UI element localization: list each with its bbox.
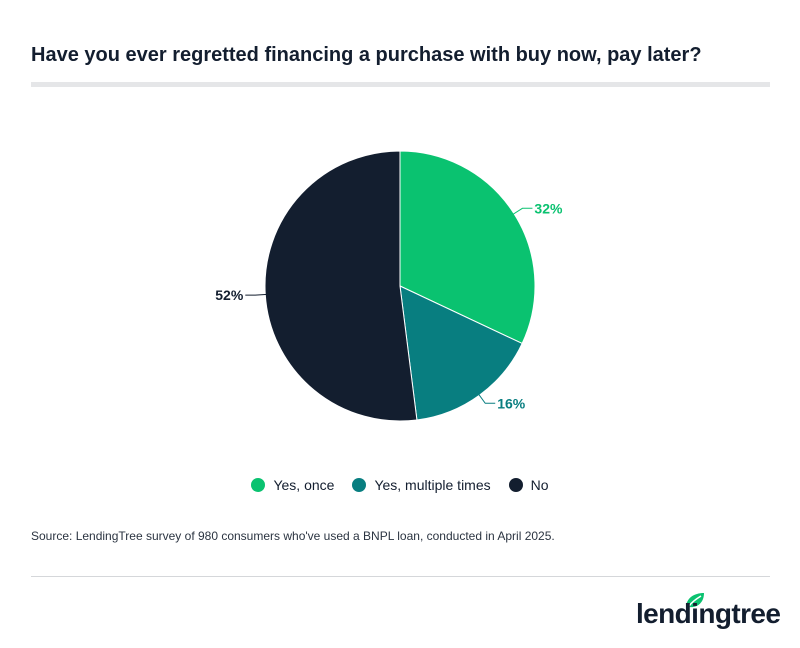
legend-label-yes-once: Yes, once	[273, 477, 335, 493]
pie-chart: 32% 16% 52%	[215, 150, 563, 422]
chart-title: Have you ever regretted financing a purc…	[31, 44, 702, 66]
pie-label-no: 52%	[215, 287, 244, 303]
lendingtree-logo: lendingtree	[620, 592, 781, 634]
source-note: Source: LendingTree survey of 980 consum…	[31, 529, 555, 543]
legend-item-yes-once: Yes, once	[251, 477, 334, 493]
pie-label-yes-once: 32%	[534, 200, 563, 216]
legend-swatch-yes-multiple	[352, 478, 367, 492]
legend-swatch-no	[508, 478, 523, 492]
logo-text: lendingtree	[636, 598, 781, 629]
legend-item-yes-multiple: Yes, multiple times	[352, 477, 491, 493]
legend-swatch-yes-once	[251, 478, 266, 492]
legend-label-no: No	[530, 477, 549, 493]
leader-line-yes-multiple	[477, 393, 496, 404]
leaf-icon	[686, 593, 704, 609]
leader-line-yes-once	[512, 207, 533, 216]
leader-line-no	[245, 293, 268, 296]
pie-slice-no	[264, 150, 418, 422]
footer-divider	[31, 576, 770, 577]
legend-label-yes-multiple: Yes, multiple times	[374, 477, 491, 493]
legend-item-no: No	[508, 477, 549, 493]
title-divider	[31, 82, 770, 87]
pie-label-yes-multiple: 16%	[497, 395, 526, 411]
legend: Yes, once Yes, multiple times No	[0, 477, 800, 493]
